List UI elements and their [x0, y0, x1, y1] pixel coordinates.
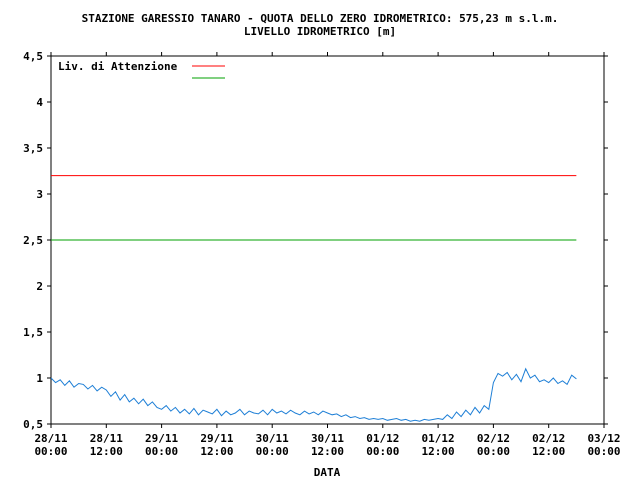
x-tick-label-date: 29/11 — [145, 432, 178, 445]
y-tick-label: 3 — [36, 188, 43, 201]
water-level-series — [50, 367, 577, 422]
x-tick-label-time: 00:00 — [477, 445, 510, 458]
x-tick-label-time: 12:00 — [311, 445, 344, 458]
y-tick-label: 2 — [36, 280, 43, 293]
x-tick-label-date: 30/11 — [256, 432, 289, 445]
x-tick-label-date: 02/12 — [477, 432, 510, 445]
x-tick-label-date: 29/11 — [200, 432, 233, 445]
x-tick-label-time: 12:00 — [200, 445, 233, 458]
y-tick-label: 1,5 — [23, 326, 43, 339]
x-tick-label-time: 00:00 — [34, 445, 67, 458]
x-axis-label: DATA — [314, 466, 341, 479]
legend-label: Liv. di Attenzione — [58, 60, 178, 73]
x-tick-label-time: 12:00 — [532, 445, 565, 458]
x-tick-label-date: 30/11 — [311, 432, 344, 445]
x-tick-label-time: 00:00 — [366, 445, 399, 458]
x-tick-label-time: 00:00 — [145, 445, 178, 458]
y-tick-label: 0,5 — [23, 418, 43, 431]
x-tick-label-date: 28/11 — [34, 432, 67, 445]
x-tick-label-time: 12:00 — [422, 445, 455, 458]
y-tick-label: 3,5 — [23, 142, 43, 155]
x-tick-label-date: 03/12 — [587, 432, 620, 445]
x-tick-label-date: 01/12 — [366, 432, 399, 445]
x-tick-label-time: 12:00 — [90, 445, 123, 458]
y-tick-label: 1 — [36, 372, 43, 385]
x-tick-label-date: 01/12 — [422, 432, 455, 445]
x-tick-label-date: 28/11 — [90, 432, 123, 445]
y-tick-label: 4 — [36, 96, 43, 109]
x-tick-label-date: 02/12 — [532, 432, 565, 445]
x-tick-label-time: 00:00 — [587, 445, 620, 458]
x-tick-label-time: 00:00 — [256, 445, 289, 458]
y-tick-label: 4,5 — [23, 50, 43, 63]
chart-title: STAZIONE GARESSIO TANARO - QUOTA DELLO Z… — [81, 12, 559, 25]
y-tick-label: 2,5 — [23, 234, 43, 247]
chart-subtitle: LIVELLO IDROMETRICO [m] — [243, 25, 397, 38]
